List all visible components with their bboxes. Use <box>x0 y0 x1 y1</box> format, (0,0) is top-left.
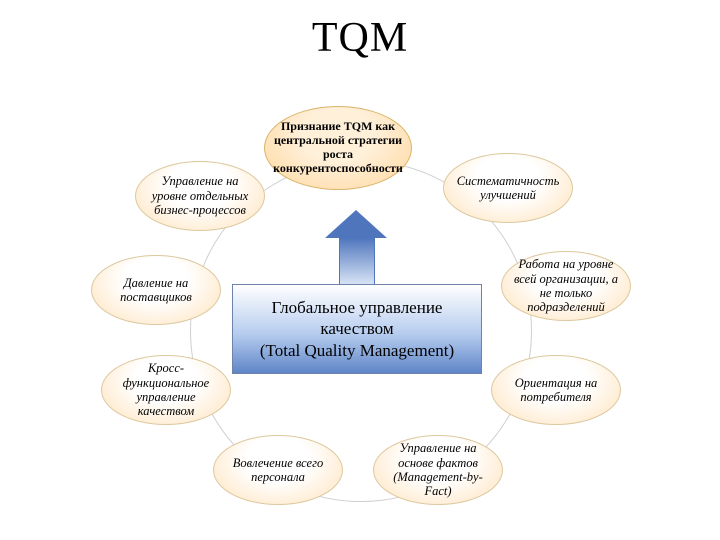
center-text: Глобальное управление качеством (Total Q… <box>260 297 454 361</box>
page-title: TQM <box>0 14 720 62</box>
node-systematic: Систематичность улучшений <box>443 153 573 223</box>
node-org-level: Работа на уровне всей организации, а не … <box>501 251 631 321</box>
node-cross-func: Кросс-функциональное управление качество… <box>101 355 231 425</box>
node-staff: Вовлечение всего персонала <box>213 435 343 505</box>
center-box: Глобальное управление качеством (Total Q… <box>232 284 482 374</box>
node-top: Признание TQM как центральной стратегии … <box>264 106 412 190</box>
diagram-stage: TQM Глобальное управление качеством (Tot… <box>0 0 720 540</box>
center-line2: качеством <box>320 319 393 338</box>
node-suppliers: Давление на поставщиков <box>91 255 221 325</box>
center-line3: (Total Quality Management) <box>260 341 454 360</box>
node-customer: Ориентация на потребителя <box>491 355 621 425</box>
arrow-up-head <box>325 210 387 238</box>
center-line1: Глобальное управление <box>272 298 443 317</box>
node-process-level: Управление на уровне отдельных бизнес-пр… <box>135 161 265 231</box>
arrow-up-stem <box>339 238 375 284</box>
node-mgmt-by-fact: Управление на основе фактов (Management-… <box>373 435 503 505</box>
